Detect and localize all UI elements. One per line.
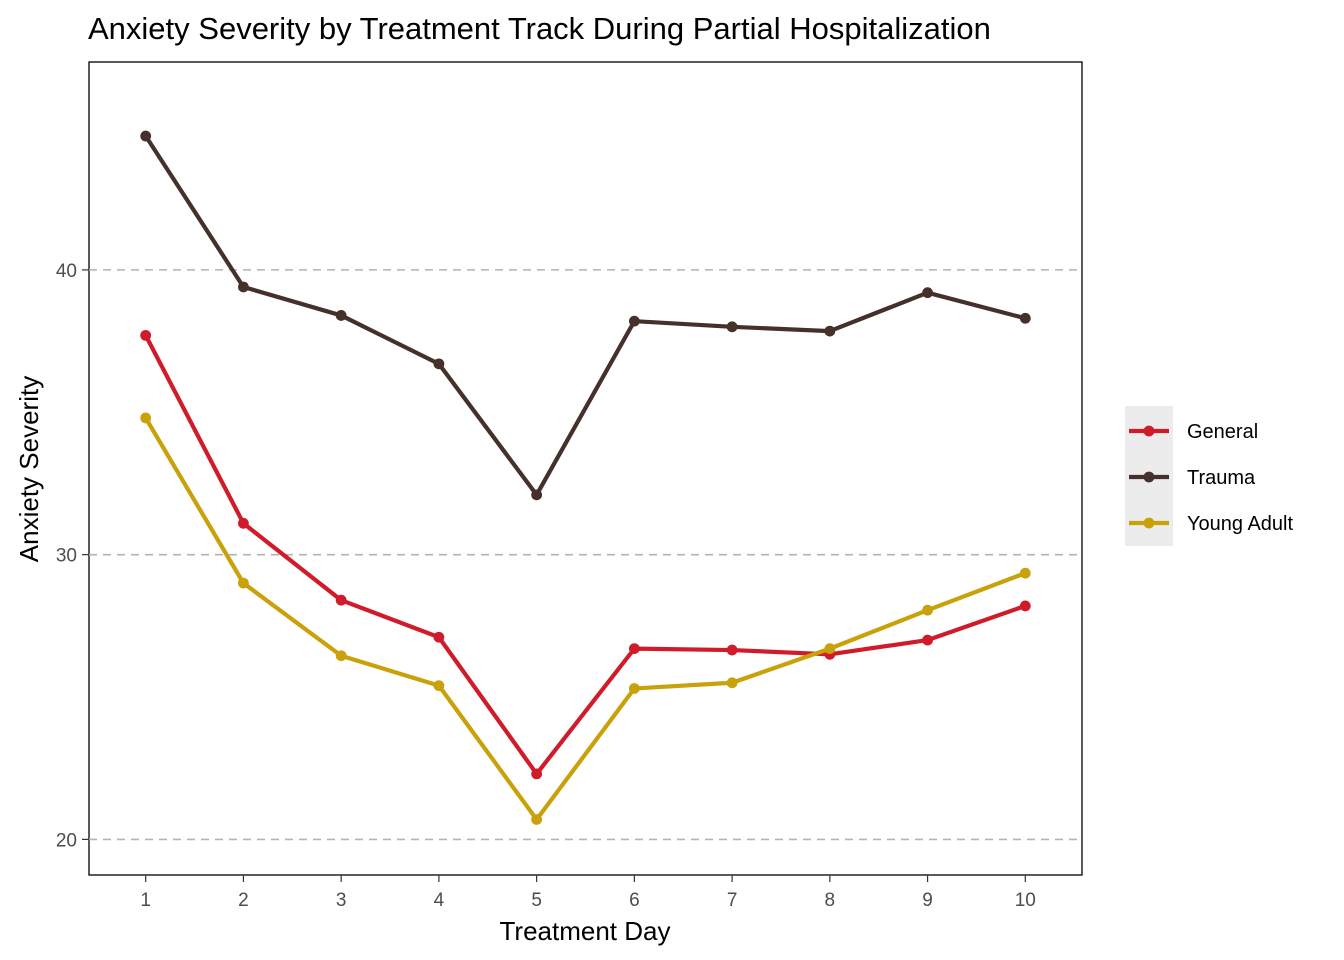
x-tick-label: 4	[434, 890, 445, 911]
x-tick-label: 7	[727, 890, 738, 911]
y-tick-label: 40	[56, 261, 77, 282]
y-tick-label: 30	[56, 546, 77, 567]
legend-marker-general	[1143, 425, 1155, 437]
series-layer	[140, 130, 1031, 825]
data-point-trauma	[531, 489, 543, 501]
legend-marker-trauma	[1143, 471, 1155, 483]
legend-marker-young-adult	[1143, 517, 1155, 529]
x-tick-label: 5	[531, 890, 542, 911]
plot-panel	[88, 61, 1083, 876]
data-point-young-adult	[335, 650, 347, 662]
data-point-general	[726, 644, 738, 656]
data-point-general	[1019, 600, 1031, 612]
data-point-trauma	[433, 358, 445, 370]
legend-label-general: General	[1187, 421, 1258, 443]
data-point-general	[433, 631, 445, 643]
x-tick-label: 10	[1015, 890, 1036, 911]
y-tick-label: 20	[56, 830, 77, 851]
data-point-young-adult	[922, 604, 933, 616]
data-point-young-adult	[433, 680, 445, 692]
data-point-general	[238, 517, 249, 529]
data-point-trauma	[238, 281, 249, 293]
x-tick-label: 2	[238, 890, 249, 911]
data-point-trauma	[335, 310, 347, 321]
series-line-trauma	[143, 134, 1026, 497]
legend-label-trauma: Trauma	[1187, 467, 1256, 489]
data-point-young-adult	[531, 814, 543, 825]
legend-label-young-adult: Young Adult	[1187, 513, 1293, 535]
y-axis-title: Anxiety Severity	[14, 376, 44, 562]
data-point-trauma	[628, 315, 640, 327]
data-point-young-adult	[824, 643, 836, 655]
data-point-young-adult	[726, 677, 738, 689]
data-point-general	[140, 329, 152, 341]
series-line-young-adult	[143, 416, 1027, 822]
data-point-young-adult	[628, 683, 640, 694]
data-point-trauma	[1019, 312, 1031, 324]
data-point-young-adult	[1019, 567, 1031, 579]
chart-title: Anxiety Severity by Treatment Track Duri…	[88, 11, 991, 46]
x-tick-label: 1	[140, 890, 151, 911]
x-tick-label: 3	[336, 890, 347, 911]
x-axis-title: Treatment Day	[500, 916, 671, 946]
data-point-general	[628, 643, 640, 655]
data-point-trauma	[922, 287, 933, 299]
data-point-trauma	[824, 325, 836, 337]
data-point-trauma	[140, 130, 152, 142]
series-general	[140, 329, 1031, 780]
data-point-trauma	[726, 321, 738, 333]
data-point-general	[335, 594, 347, 606]
data-point-young-adult	[140, 412, 152, 424]
series-young-adult	[140, 412, 1031, 825]
data-point-general	[531, 768, 543, 780]
data-point-general	[922, 634, 933, 646]
x-tick-label: 6	[629, 890, 640, 911]
axes: 20 30 40 1 2 3 4 5 6 7 8 9 10	[56, 261, 1036, 911]
data-point-young-adult	[238, 577, 249, 589]
series-trauma	[140, 130, 1031, 501]
series-line-general	[143, 334, 1027, 777]
legend: General Trauma Young Adult	[1129, 421, 1293, 535]
gridlines	[89, 269, 1082, 841]
x-tick-label: 9	[922, 890, 933, 911]
x-tick-label: 8	[825, 890, 836, 911]
